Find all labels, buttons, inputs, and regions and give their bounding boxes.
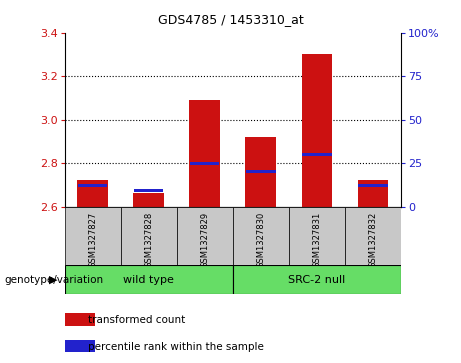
Bar [121,207,177,265]
Bar [133,193,164,207]
Text: SRC-2 null: SRC-2 null [288,274,346,285]
Text: GSM1327829: GSM1327829 [200,212,209,268]
Text: ▶: ▶ [49,274,58,285]
Bar [65,265,233,294]
Bar [77,180,108,207]
Bar [78,184,107,187]
Bar [65,313,95,326]
Bar [65,207,121,265]
Text: GSM1327827: GSM1327827 [88,212,97,268]
Text: percentile rank within the sample: percentile rank within the sample [88,342,264,352]
Bar [358,184,388,187]
Bar [134,189,163,192]
Text: genotype/variation: genotype/variation [5,274,104,285]
Bar [245,137,276,207]
Bar [177,207,233,265]
Text: GDS4785 / 1453310_at: GDS4785 / 1453310_at [158,13,303,26]
Text: GSM1327832: GSM1327832 [368,212,378,268]
Bar [189,100,220,207]
Bar [233,265,401,294]
Bar [358,180,389,207]
Text: GSM1327831: GSM1327831 [313,212,321,268]
Text: transformed count: transformed count [88,315,185,325]
Bar [246,170,276,174]
Bar [289,207,345,265]
Bar [301,54,332,207]
Text: wild type: wild type [123,274,174,285]
Text: GSM1327830: GSM1327830 [256,212,266,268]
Bar [233,207,289,265]
Bar [190,162,219,165]
Text: GSM1327828: GSM1327828 [144,212,153,268]
Bar [345,207,401,265]
Bar [65,340,95,352]
Bar [302,153,331,156]
